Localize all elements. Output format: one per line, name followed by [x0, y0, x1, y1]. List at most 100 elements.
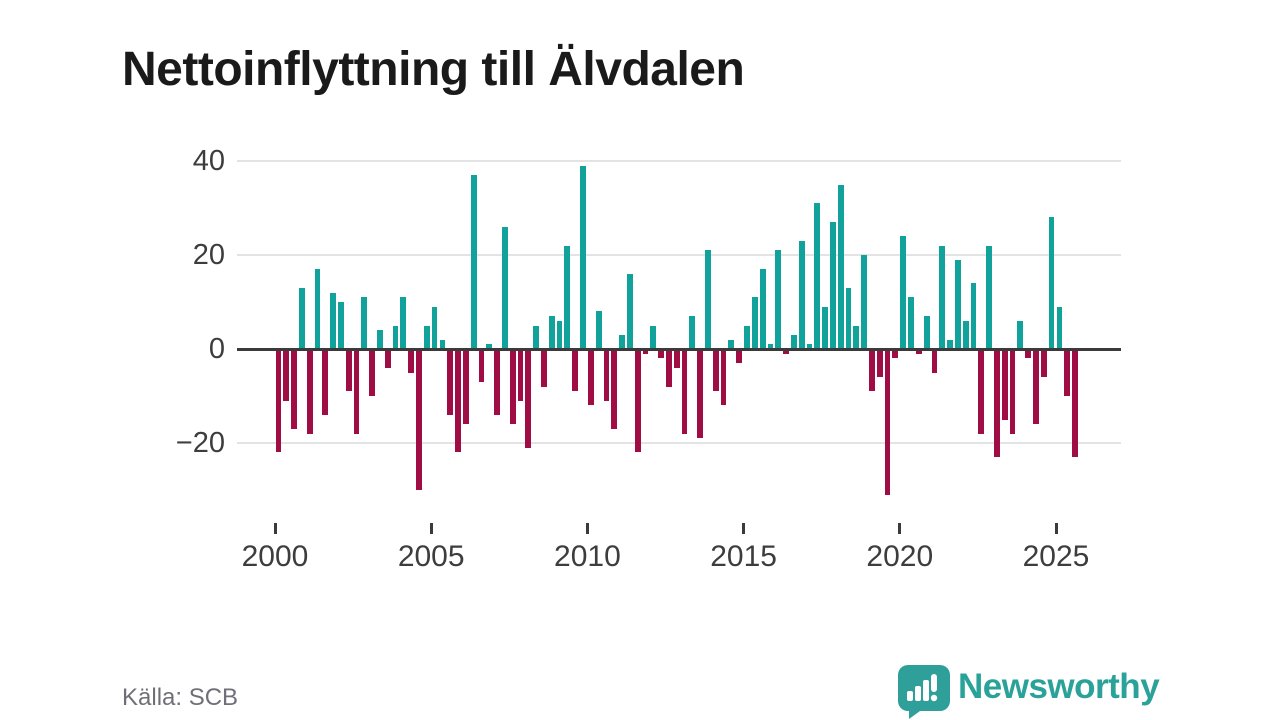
- bar: [666, 349, 672, 387]
- x-axis-tick-label: 2020: [866, 540, 934, 573]
- bar: [517, 349, 524, 401]
- bar: [1025, 349, 1032, 359]
- bar: [822, 306, 828, 349]
- bar: [330, 292, 336, 349]
- bar: [869, 349, 875, 392]
- zero-axis-line: [237, 347, 1121, 351]
- bar: [845, 287, 852, 349]
- bar: [673, 349, 680, 368]
- bar: [939, 245, 946, 349]
- bar: [767, 344, 774, 349]
- bar: [369, 349, 376, 396]
- bar: [650, 325, 657, 349]
- bar: [658, 349, 664, 359]
- y-axis-tick-label: 0: [208, 333, 225, 365]
- bar: [580, 165, 586, 349]
- bar: [1056, 306, 1063, 349]
- bar: [431, 306, 438, 349]
- bar: [806, 344, 813, 349]
- bar: [736, 349, 743, 364]
- bar: [525, 349, 532, 448]
- bar: [853, 325, 860, 349]
- gridline-y40: [237, 160, 1121, 162]
- bar: [1001, 349, 1008, 420]
- bar: [892, 349, 899, 359]
- bar: [970, 283, 977, 349]
- bar: [775, 250, 782, 349]
- bar: [1017, 320, 1024, 349]
- bar: [361, 297, 368, 349]
- newsworthy-logo-icon: [898, 665, 950, 719]
- bar: [611, 349, 618, 429]
- bar: [439, 339, 446, 349]
- gridline-y-20: [237, 442, 1121, 444]
- bar: [548, 316, 555, 349]
- bar: [314, 269, 321, 349]
- bar: [986, 245, 992, 349]
- bar: [400, 297, 407, 349]
- bar: [486, 344, 493, 349]
- bar: [790, 334, 797, 349]
- x-axis-tick-mark: [1054, 523, 1058, 534]
- bar: [697, 349, 704, 439]
- bar: [837, 184, 844, 349]
- x-axis-tick-mark: [742, 523, 746, 534]
- x-axis-tick-mark: [898, 523, 902, 534]
- bar: [759, 269, 766, 349]
- x-axis-tick-label: 2005: [397, 540, 465, 573]
- bar: [1040, 349, 1047, 378]
- bar: [337, 302, 344, 349]
- bar: [744, 325, 750, 349]
- bar: [384, 349, 391, 368]
- x-axis-tick-mark: [429, 523, 433, 534]
- bar: [619, 334, 625, 349]
- bar: [353, 349, 360, 434]
- bar: [572, 349, 579, 392]
- y-axis-tick-label: 40: [192, 145, 225, 177]
- bar: [1033, 349, 1039, 425]
- bar: [861, 255, 868, 349]
- bar: [494, 349, 500, 415]
- bar: [751, 297, 758, 349]
- bar: [978, 349, 985, 434]
- bar: [291, 349, 297, 429]
- bar: [728, 339, 735, 349]
- bar: [455, 349, 461, 453]
- bar: [408, 349, 415, 373]
- bar: [876, 349, 883, 378]
- bar: [798, 240, 805, 349]
- bar: [298, 287, 305, 349]
- bar: [689, 316, 696, 349]
- bar: [541, 349, 547, 387]
- chart-title: Nettoinflyttning till Älvdalen: [122, 43, 745, 97]
- bar: [962, 320, 969, 349]
- bar: [712, 349, 719, 392]
- bar: [283, 349, 290, 401]
- bar: [509, 349, 516, 425]
- bar: [556, 320, 563, 349]
- bar: [1048, 217, 1055, 349]
- y-axis-tick-label: −20: [175, 427, 225, 459]
- x-axis-tick-label: 2025: [1022, 540, 1090, 573]
- bar: [908, 297, 914, 349]
- bar: [783, 349, 789, 354]
- source-label: Källa: SCB: [122, 684, 239, 711]
- bar: [603, 349, 610, 401]
- bar: [814, 203, 821, 349]
- bar: [1009, 349, 1016, 434]
- x-axis-tick-mark: [273, 523, 277, 534]
- bar: [447, 349, 454, 415]
- bar: [884, 349, 891, 495]
- bar: [1064, 349, 1071, 396]
- bar: [462, 349, 469, 425]
- gridline-y20: [237, 254, 1121, 256]
- bar: [322, 349, 329, 415]
- bar: [1072, 349, 1078, 458]
- bar: [915, 349, 922, 354]
- bar: [705, 250, 711, 349]
- bar: [345, 349, 352, 392]
- bar: [994, 349, 1000, 458]
- x-axis-tick-mark: [585, 523, 589, 534]
- newsworthy-wordmark: Newsworthy: [958, 667, 1160, 706]
